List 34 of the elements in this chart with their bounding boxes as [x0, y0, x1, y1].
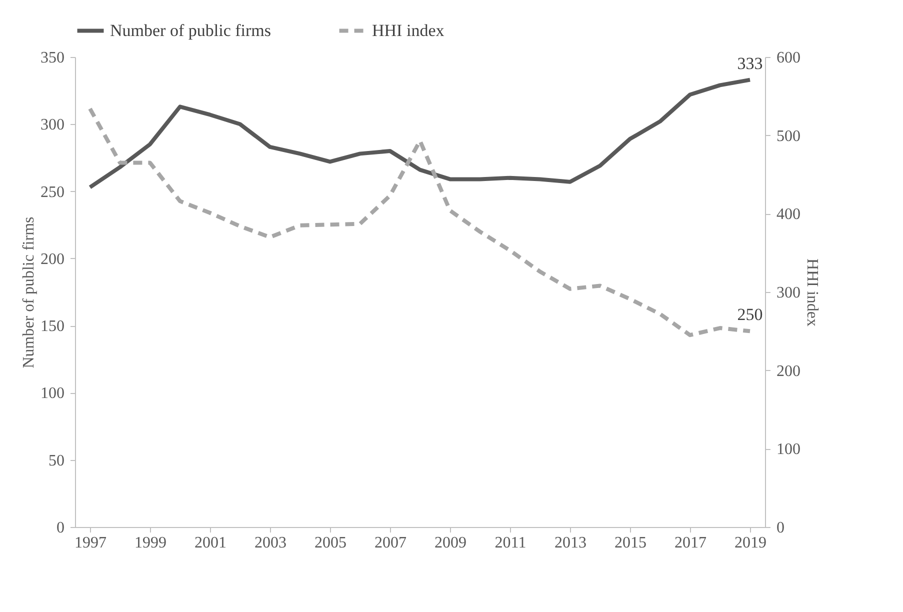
x-tick-label: 2001	[194, 534, 226, 552]
x-tick-label: 2009	[434, 534, 466, 552]
line-series	[88, 78, 752, 190]
x-tick-label: 2005	[314, 534, 346, 552]
y2-tick-label: 600	[776, 50, 800, 66]
y-tick-label: 250	[40, 184, 64, 201]
x-tick-label: 2019	[734, 534, 766, 552]
x-tick-label: 1999	[134, 534, 166, 552]
x-tick-label: 2013	[554, 534, 586, 552]
legend-label: HHI index	[372, 20, 445, 40]
y2-tick-label: 200	[776, 362, 800, 380]
x-tick-label: 2011	[494, 534, 526, 552]
y-tick-label: 0	[56, 520, 64, 536]
y-tick-label: 200	[40, 250, 64, 268]
y2-tick-label: 300	[776, 284, 800, 302]
y2-axis-title: HHI index	[804, 258, 820, 326]
x-tick-label: 2007	[374, 534, 406, 552]
y2-tick-label: 500	[776, 128, 800, 145]
y2-tick-label: 400	[776, 206, 800, 224]
y2-tick-label: 100	[776, 441, 800, 458]
x-tick-label: 2003	[254, 534, 286, 552]
y-tick-label: 50	[48, 452, 64, 470]
y-tick-label: 350	[40, 50, 64, 66]
y-tick-label: 300	[40, 116, 64, 134]
data-label: 250	[737, 305, 763, 324]
y2-tick-label: 0	[776, 520, 784, 536]
y-tick-label: 150	[40, 318, 64, 336]
x-tick-label: 2015	[614, 534, 646, 552]
y-axis-title: Number of public firms	[20, 216, 38, 368]
y-tick-label: 100	[40, 385, 64, 402]
x-tick-label: 2017	[674, 534, 706, 552]
x-tick-label: 1997	[74, 534, 106, 552]
legend-label: Number of public firms	[110, 20, 271, 40]
data-label: 333	[737, 54, 763, 73]
